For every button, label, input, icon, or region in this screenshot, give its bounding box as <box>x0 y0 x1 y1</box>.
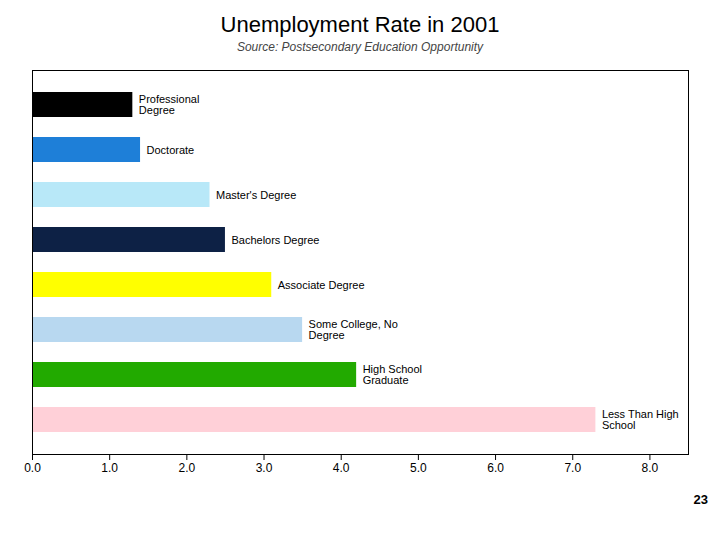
svg-text:5.0: 5.0 <box>410 461 427 475</box>
svg-text:Bachelors Degree: Bachelors Degree <box>231 234 319 246</box>
svg-text:Associate Degree: Associate Degree <box>278 279 365 291</box>
svg-text:4.0: 4.0 <box>333 461 350 475</box>
html-text:Source: Postsecondary Educatio: Source: Postsecondary Education Opportun… <box>236 40 484 54</box>
html-text:23: 23 <box>693 492 708 507</box>
svg-text:ProfessionalDegree: ProfessionalDegree <box>139 93 200 116</box>
svg-text:7.0: 7.0 <box>564 461 581 475</box>
svg-text:0.0: 0.0 <box>24 461 41 475</box>
svg-text:3.0: 3.0 <box>256 461 273 475</box>
svg-text:Less Than HighSchool: Less Than HighSchool <box>602 408 679 431</box>
svg-text:Some College, NoDegree: Some College, NoDegree <box>309 318 398 341</box>
svg-text:8.0: 8.0 <box>642 461 659 475</box>
svg-text:2.0: 2.0 <box>179 461 196 475</box>
svg-text:Master's Degree: Master's Degree <box>216 189 296 201</box>
svg-text:1.0: 1.0 <box>101 461 118 475</box>
svg-text:High SchoolGraduate: High SchoolGraduate <box>363 363 422 386</box>
html-text:Unemployment Rate in 2001: Unemployment Rate in 2001 <box>220 12 500 37</box>
svg-text:Doctorate: Doctorate <box>147 144 195 156</box>
svg-text:6.0: 6.0 <box>487 461 504 475</box>
